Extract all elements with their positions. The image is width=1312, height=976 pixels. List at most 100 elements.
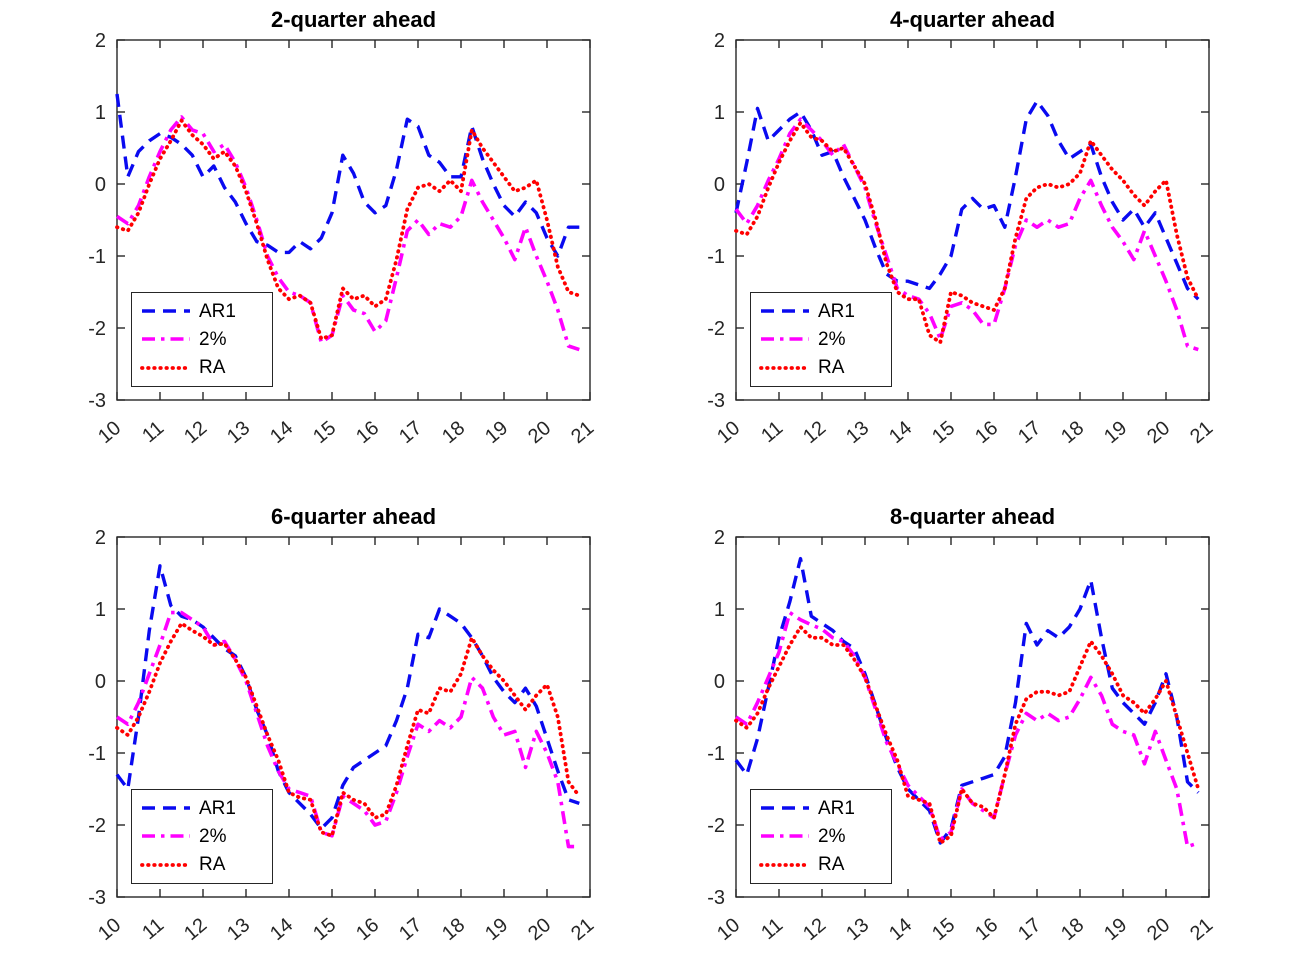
x-tick-label: 18 [1057,417,1088,448]
x-tick-label: 20 [1143,417,1174,448]
series-line-RA [734,625,1201,845]
x-tick-label: 14 [885,417,916,448]
panel-4-quarter-ahead: 10 11 12 13 14 15 16 17 18 19 20 21 -3 -2 -1 0 1 2 4-quar… [656,0,1312,488]
series-line-AR1 [115,93,580,258]
x-tick-label: 21 [1186,417,1217,448]
x-tick-label: 10 [713,417,744,448]
legend-line-sample-icon [761,834,809,839]
panel-title: 8-quarter ahead [889,504,1056,529]
panel-title: 6-quarter ahead [270,504,437,529]
legend-item-ar1: AR1 [140,799,266,818]
y-tick-label: -1 [707,246,725,268]
legend-item-ra: RA [759,358,885,377]
series-line-AR1 [115,564,580,831]
x-tick-label: 11 [757,914,787,944]
x-tick-label: 21 [567,914,598,945]
x-tick-label: 14 [885,914,916,945]
legend-label: 2% [818,825,846,847]
x-tick-label: 12 [180,914,211,945]
legend-item-ra: RA [140,855,266,874]
legend-label: AR1 [199,797,236,819]
x-tick-label: 19 [1100,417,1131,448]
series-line-RA [734,120,1201,345]
x-tick-label: 15 [928,914,959,945]
x-tick-label: 10 [713,914,744,945]
series-line-2% [734,117,1199,352]
legend-line-sample-icon [759,365,811,370]
panel-8-quarter-ahead: 10 11 12 13 14 15 16 17 18 19 20 21 -3 -2 -1 0 1 2 8-quar… [656,488,1312,976]
x-tick-label: 12 [799,417,830,448]
legend-line-sample-icon [142,834,190,839]
y-tick-label: 2 [714,527,725,549]
legend-item-ra: RA [140,358,266,377]
x-tick-label: 18 [438,417,469,448]
series-line-RA [115,621,582,838]
y-tick-label: 0 [714,671,725,693]
y-tick-label: -2 [88,815,106,837]
y-tick-label: 1 [714,102,725,124]
y-tick-label: 0 [95,174,106,196]
x-tick-label: 11 [757,417,787,447]
y-tick-label: 0 [95,671,106,693]
x-tick-label: 19 [481,417,512,448]
x-tick-label: 10 [94,417,125,448]
x-tick-label: 13 [223,417,254,448]
legend-line-sample-icon [759,862,811,867]
y-tick-label: -2 [707,318,725,340]
series-line-RA [115,118,582,341]
x-tick-label: 16 [971,914,1002,945]
x-tick-label: 11 [138,417,168,447]
x-tick-label: 16 [352,417,383,448]
legend-item-ar1: AR1 [759,302,885,321]
y-tick-label: 1 [95,599,106,621]
legend-label: RA [199,854,226,876]
y-tick-label: 1 [95,102,106,124]
legend-line-sample-icon [142,309,190,313]
x-tick-label: 16 [352,914,383,945]
legend-label: 2% [199,328,227,350]
legend-item-ar1: AR1 [140,302,266,321]
x-tick-label: 12 [799,914,830,945]
legend-item-ra: RA [759,855,885,874]
x-tick-label: 20 [1143,914,1174,945]
legend-label: RA [818,357,845,379]
panel-title: 2-quarter ahead [270,7,437,32]
x-tick-label: 18 [1057,914,1088,945]
legend-line-sample-icon [761,337,809,342]
x-tick-label: 15 [309,914,340,945]
x-tick-label: 15 [309,417,340,448]
x-tick-label: 16 [971,417,1002,448]
legend-item-2pct: 2% [140,827,266,846]
y-tick-label: 2 [95,527,106,549]
x-tick-label: 14 [266,417,297,448]
x-tick-label: 20 [524,417,555,448]
y-tick-label: -1 [88,743,106,765]
legend: AR1 2% RA [750,292,892,387]
x-tick-label: 14 [266,914,297,945]
x-tick-label: 18 [438,914,469,945]
y-tick-label: -3 [88,390,106,412]
x-tick-label: 13 [842,417,873,448]
y-tick-label: 2 [714,30,725,52]
y-tick-label: -3 [707,390,725,412]
legend-label: RA [818,854,845,876]
x-tick-label: 17 [1014,914,1045,945]
x-tick-label: 17 [1014,417,1045,448]
legend-item-2pct: 2% [759,827,885,846]
x-tick-label: 12 [180,417,211,448]
series-line-2% [116,115,580,352]
legend-label: RA [199,357,226,379]
legend-label: 2% [818,328,846,350]
x-tick-label: 17 [395,914,426,945]
x-tick-label: 17 [395,417,426,448]
x-tick-label: 10 [94,914,125,945]
legend-line-sample-icon [142,806,190,810]
legend-item-2pct: 2% [759,330,885,349]
x-tick-label: 15 [928,417,959,448]
legend-label: AR1 [818,300,855,322]
